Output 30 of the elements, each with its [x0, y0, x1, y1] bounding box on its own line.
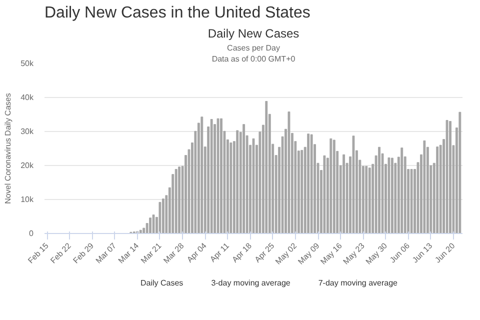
y-tick-label: 0	[29, 229, 34, 238]
x-tick-label: Apr 04	[185, 240, 209, 264]
annotation: Data as of 0:00 GMT+0	[212, 54, 296, 64]
x-tick-label: Apr 18	[230, 240, 254, 264]
x-tick-label: Mar 28	[162, 240, 186, 266]
x-tick-label: Apr 11	[208, 240, 232, 264]
x-tick-label: Apr 25	[253, 240, 276, 264]
y-axis-title: Novel Coronavirus Daily Cases	[4, 93, 13, 204]
y-tick-label: 40k	[20, 93, 34, 102]
chart-title: Daily New Cases in the United States	[44, 4, 310, 22]
x-tick-label: Feb 22	[48, 240, 74, 266]
x-tick-label: Mar 21	[139, 240, 164, 266]
x-tick-label: Jun 06	[388, 240, 412, 265]
y-tick-label: 30k	[20, 127, 34, 136]
x-tick-label: Mar 07	[94, 240, 118, 266]
text: Cases per Day	[227, 44, 280, 52]
x-tick-label: Mar 14	[116, 240, 141, 266]
x-tick-label: Jun 20	[433, 240, 458, 265]
x-tick-label: May 30	[364, 240, 390, 266]
text: Daily Cases	[140, 278, 184, 288]
y-tick-label: 10k	[20, 195, 34, 204]
x-tick-label: Feb 15	[26, 240, 51, 266]
x-tick-label: Feb 29	[71, 240, 96, 266]
y-tick-label: 50k	[20, 59, 34, 68]
x-tick-label: Jun 13	[410, 240, 434, 265]
chart-subtitle: Daily New Cases	[208, 26, 300, 40]
x-tick-label: May 02	[274, 240, 299, 266]
text: 3-day moving average	[211, 278, 290, 288]
y-tick-label: 20k	[20, 161, 34, 170]
text: 7-day moving average	[318, 278, 398, 288]
